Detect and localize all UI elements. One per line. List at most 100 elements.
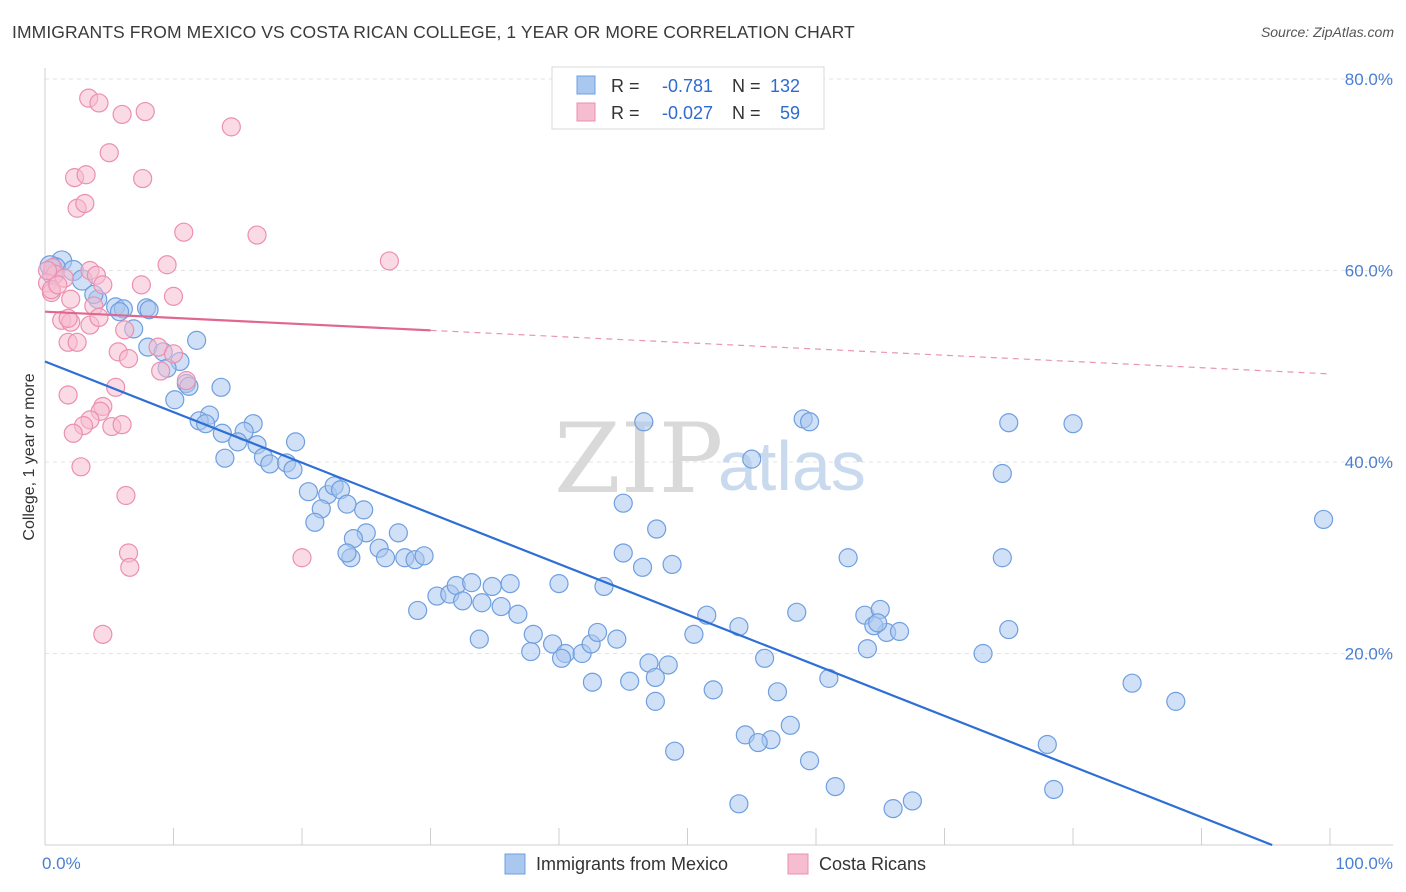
point-mexico xyxy=(1044,779,1064,800)
point-costa-rican xyxy=(135,101,155,122)
legend-swatch-costa-ricans xyxy=(576,102,596,122)
legend-r-value-costa-ricans: -0.027 xyxy=(662,103,713,123)
trend-line-mexico xyxy=(44,360,1273,847)
point-mexico xyxy=(645,691,665,711)
point-costa-rican xyxy=(112,415,132,435)
y-tick-label: 40.0% xyxy=(1345,453,1393,472)
chart-source: Source: ZipAtlas.com xyxy=(1260,24,1394,40)
point-mexico xyxy=(620,671,640,691)
point-mexico xyxy=(594,576,614,597)
point-mexico xyxy=(902,791,922,811)
point-mexico xyxy=(787,602,807,622)
point-mexico xyxy=(742,449,762,469)
point-mexico xyxy=(703,680,723,700)
y-axis-label: College, 1 year or more xyxy=(21,373,38,540)
point-mexico xyxy=(388,523,408,543)
point-costa-rican xyxy=(157,255,177,275)
point-costa-rican xyxy=(63,423,83,443)
point-mexico xyxy=(375,548,396,568)
point-costa-rican xyxy=(76,165,96,185)
point-mexico xyxy=(211,377,231,397)
point-mexico xyxy=(354,500,374,520)
watermark: ZIP atlas xyxy=(554,403,866,515)
point-mexico xyxy=(482,576,502,597)
legend-n-value-costa-ricans: 59 xyxy=(780,103,800,123)
legend-r-label-costa-ricans: R = xyxy=(611,103,640,123)
point-mexico xyxy=(883,799,903,819)
point-mexico xyxy=(729,794,749,814)
point-mexico xyxy=(521,641,541,662)
point-mexico xyxy=(109,302,130,322)
axes xyxy=(44,68,1393,846)
point-mexico xyxy=(665,741,685,761)
point-mexico xyxy=(1063,414,1083,434)
point-mexico xyxy=(215,448,235,468)
point-costa-rican xyxy=(116,485,136,506)
point-mexico xyxy=(634,412,654,432)
y-tick-label: 20.0% xyxy=(1345,645,1393,664)
point-mexico xyxy=(838,548,858,568)
point-mexico xyxy=(868,613,888,633)
point-mexico xyxy=(992,463,1012,484)
point-mexico xyxy=(187,330,207,350)
point-costa-rican xyxy=(89,307,109,328)
point-costa-rican xyxy=(163,344,184,364)
point-mexico xyxy=(298,482,319,502)
y-tick-label: 80.0% xyxy=(1345,70,1393,89)
point-mexico xyxy=(472,593,492,613)
point-costa-rican xyxy=(75,193,95,214)
point-costa-rican xyxy=(379,251,399,271)
legend-bottom-label-mexico: Immigrants from Mexico xyxy=(536,854,728,874)
point-mexico xyxy=(139,300,159,320)
legend-bottom-label-costa-ricans: Costa Ricans xyxy=(819,854,926,874)
point-costa-rican xyxy=(71,457,91,477)
point-mexico xyxy=(645,667,665,688)
scatter-points xyxy=(37,88,1334,819)
point-mexico xyxy=(453,591,473,611)
point-costa-rican xyxy=(48,275,68,295)
point-mexico xyxy=(414,546,434,566)
point-mexico xyxy=(337,494,357,514)
point-costa-rican xyxy=(131,275,151,295)
point-mexico xyxy=(337,543,357,563)
point-mexico xyxy=(767,682,788,702)
point-mexico xyxy=(1122,673,1142,693)
legend-top-box xyxy=(551,66,825,130)
point-mexico xyxy=(662,554,682,575)
trend-line-costa-ricans-dashed xyxy=(430,329,1331,375)
y-tick-labels: 20.0% 40.0% 60.0% 80.0% xyxy=(1345,70,1393,664)
legend-bottom-swatch-costa-ricans xyxy=(787,853,809,875)
point-costa-rican xyxy=(133,168,153,189)
point-mexico xyxy=(551,648,572,668)
point-mexico xyxy=(1037,734,1057,755)
point-costa-rican xyxy=(174,222,194,242)
point-mexico xyxy=(684,624,704,644)
point-mexico xyxy=(500,574,520,594)
point-mexico xyxy=(305,512,325,532)
point-mexico xyxy=(408,600,428,621)
point-costa-rican xyxy=(115,320,135,340)
point-mexico xyxy=(632,557,653,577)
point-mexico xyxy=(587,622,608,643)
point-costa-rican xyxy=(151,361,171,381)
x-ticks xyxy=(44,828,1331,845)
x-tick-label-min: 0.0% xyxy=(42,854,81,873)
point-mexico xyxy=(754,648,775,668)
point-mexico xyxy=(523,624,543,644)
legend-r-label-mexico: R = xyxy=(611,76,640,96)
point-mexico xyxy=(508,604,528,624)
legend-bottom-swatch-mexico xyxy=(504,853,526,875)
point-costa-rican xyxy=(37,260,58,281)
trend-lines xyxy=(44,310,1331,847)
point-mexico xyxy=(857,639,878,659)
legend-n-value-mexico: 132 xyxy=(770,76,800,96)
trend-line-costa-ricans-solid xyxy=(44,310,431,332)
point-costa-rican xyxy=(58,385,78,405)
point-mexico xyxy=(647,519,667,539)
point-mexico xyxy=(607,629,627,649)
point-mexico xyxy=(825,776,845,797)
point-mexico xyxy=(748,732,768,753)
point-mexico xyxy=(469,629,489,649)
point-mexico xyxy=(1313,509,1334,530)
point-mexico xyxy=(285,432,306,452)
